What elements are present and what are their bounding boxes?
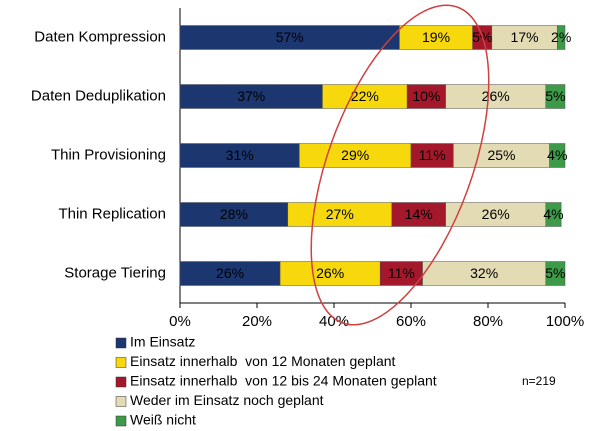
bar-segment (299, 143, 412, 168)
data-label: 11% (419, 147, 446, 163)
bar-segment (179, 202, 289, 227)
data-label: 25% (487, 147, 515, 163)
legend-label: Einsatz innerhalb von 12 bis 24 Monaten … (130, 373, 437, 389)
data-label: 22% (351, 88, 379, 104)
bar-segment (491, 25, 558, 50)
legend-swatch (115, 357, 127, 368)
bar-segment (179, 84, 323, 109)
bar-segment (279, 261, 381, 286)
bar-segment (557, 25, 566, 50)
data-label: 27% (326, 206, 354, 222)
y-tick-label: Storage Tiering (64, 264, 166, 281)
bar-segment (410, 143, 454, 168)
bar-segment (391, 202, 446, 227)
y-tick-label: Thin Provisioning (51, 146, 166, 163)
data-label: 26% (316, 265, 344, 281)
bar-segment (445, 202, 546, 227)
y-tick-label: Daten Kompression (34, 28, 166, 45)
data-label: 26% (216, 265, 244, 281)
data-label: 4% (547, 147, 567, 163)
bar-segment (406, 84, 446, 109)
data-label: 31% (226, 147, 254, 163)
data-label: 28% (220, 206, 248, 222)
bar-segment (399, 25, 473, 50)
legend-label: Weder im Einsatz noch geplant (130, 392, 324, 408)
bar-segment (287, 202, 392, 227)
bar-segment (545, 84, 566, 109)
highlight-ellipse (310, 4, 490, 326)
x-tick-label: 60% (396, 313, 426, 330)
data-label: 19% (422, 29, 450, 45)
bar-segment (445, 84, 546, 109)
bar-segment (545, 261, 566, 286)
bar-segment (545, 202, 562, 227)
bar-segment (379, 261, 423, 286)
legend-swatch (115, 415, 127, 427)
data-label: 29% (341, 147, 369, 163)
x-tick-label: 80% (473, 313, 503, 330)
bar-segment (422, 261, 546, 286)
data-label: 10% (412, 88, 440, 104)
bar-segment (549, 143, 566, 168)
data-label: 5% (545, 265, 565, 281)
annotation: n=219 (522, 374, 556, 388)
legend-label: Einsatz innerhalb von 12 Monaten geplant (130, 353, 396, 369)
bar-segment (179, 25, 400, 50)
x-tick-label: 0% (169, 313, 191, 330)
data-label: 17% (511, 29, 539, 45)
legend-swatch (115, 376, 127, 388)
bar-segment (453, 143, 550, 168)
legend-label: Weiß nicht (130, 412, 196, 428)
data-label: 57% (276, 29, 304, 45)
data-label: 2% (551, 29, 571, 45)
bar-segment (179, 143, 300, 168)
legend-swatch (115, 396, 127, 407)
y-tick-label: Daten Deduplikation (31, 87, 166, 104)
x-tick-label: 20% (242, 313, 272, 330)
legend-label: Im Einsatz (130, 334, 195, 350)
data-label: 4% (543, 206, 563, 222)
data-label: 26% (482, 206, 510, 222)
y-tick-label: Thin Replication (58, 205, 166, 222)
data-label: 37% (237, 88, 265, 104)
plot-area: 0% 20% 40% 60% 80% 100% Daten Kompression 57% 19… (31, 8, 584, 428)
data-label: 14% (405, 206, 433, 222)
bar-segment (322, 84, 408, 109)
data-label: 5% (545, 88, 565, 104)
data-label: 11% (388, 265, 415, 281)
x-tick-label: 40% (319, 313, 349, 330)
data-label: 26% (482, 88, 510, 104)
legend-swatch (115, 337, 127, 349)
data-label: 32% (470, 265, 498, 281)
x-tick-label: 100% (546, 313, 584, 330)
